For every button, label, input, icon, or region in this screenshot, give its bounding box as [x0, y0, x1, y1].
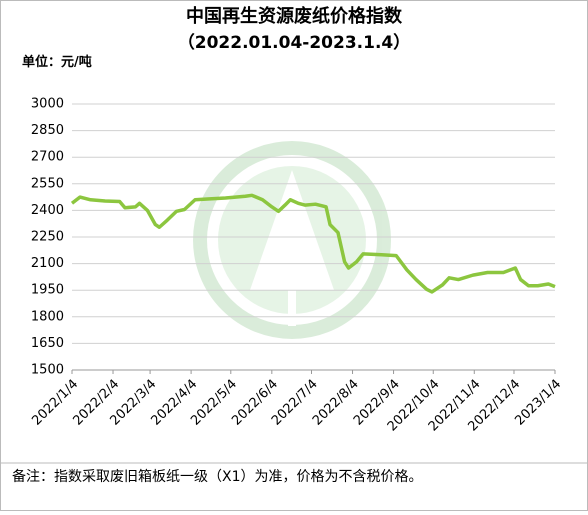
unit-label: 单位：元/吨: [22, 54, 92, 70]
chart-subtitle: （2022.01.04-2023.1.4）: [178, 32, 411, 53]
y-tick-label: 2700: [31, 150, 64, 165]
data-line: [70, 193, 556, 294]
watermark: [193, 141, 391, 339]
y-tick-label: 1950: [31, 283, 64, 298]
y-tick-label: 1650: [31, 336, 64, 351]
y-tick-label: 3000: [31, 97, 64, 112]
y-tick-label: 1500: [31, 363, 64, 378]
chart-title: 中国再生资源废纸价格指数: [186, 5, 403, 27]
y-tick-label: 2400: [31, 203, 64, 218]
footnote: 备注：指数采取废旧箱板纸一级（X1）为准，价格为不含税价格。: [12, 468, 423, 485]
y-tick-label: 2550: [31, 176, 64, 191]
y-tick-label: 2250: [31, 230, 64, 245]
y-tick-label: 1800: [31, 309, 64, 324]
y-tick-label: 2850: [31, 123, 64, 138]
y-tick-label: 2100: [31, 256, 64, 271]
